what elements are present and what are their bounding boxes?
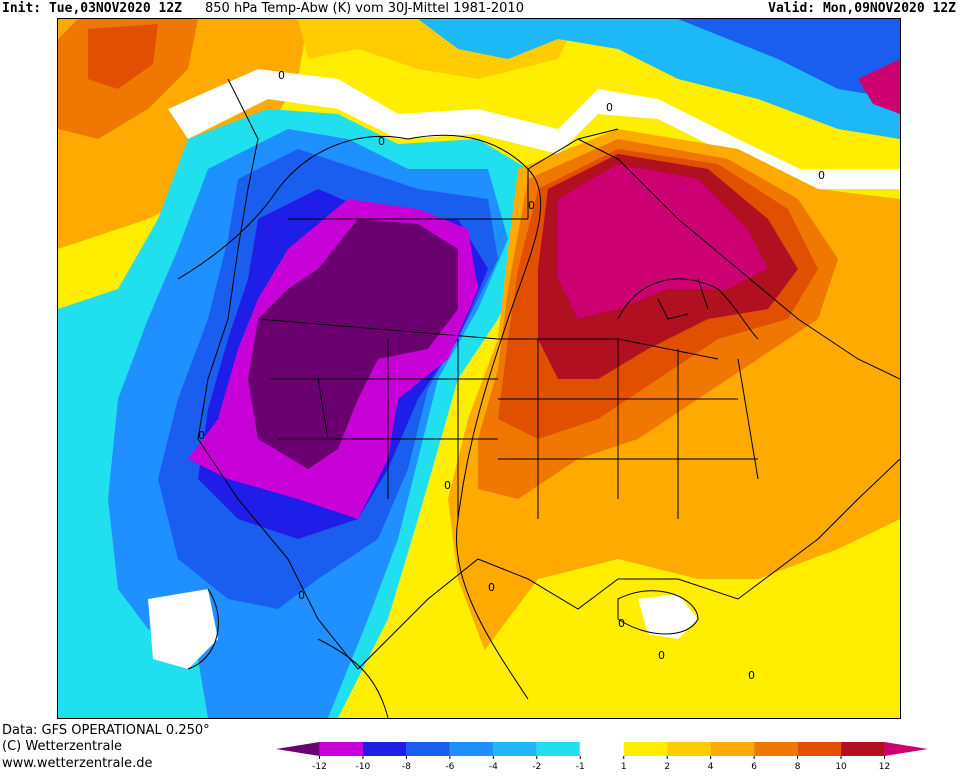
anomaly-field-yellow-south [458, 559, 900, 718]
map-panel: 0 0 0 0 0 0 0 0 0 0 0 0 [57, 18, 901, 719]
legend-swatch [406, 742, 450, 756]
contour-label: 0 [606, 101, 613, 114]
legend-tick-label: -8 [402, 762, 411, 772]
contour-label: 0 [528, 199, 535, 212]
legend-tick-label: 6 [751, 762, 757, 772]
legend-tick-label: 10 [835, 762, 847, 772]
anomaly-field-deepblue-arctic [678, 19, 900, 99]
map-title: 850 hPa Temp-Abw (K) vom 30J-Mittel 1981… [205, 1, 524, 16]
legend-tick-label: -1 [576, 762, 585, 772]
contour-label: 0 [278, 69, 285, 82]
legend-tick-label: 1 [621, 762, 627, 772]
contour-label: 0 [378, 135, 385, 148]
legend-swatch [579, 741, 625, 757]
legend-swatch [449, 742, 494, 756]
contour-label: 0 [298, 589, 305, 602]
map-header: Init: Tue,03NOV2020 12Z 850 hPa Temp-Abw… [0, 0, 960, 18]
legend-swatch [667, 742, 711, 756]
zero-contour-lines [177, 134, 699, 718]
legend-swatch [276, 742, 320, 756]
contour-label: 0 [618, 617, 625, 630]
anomaly-field-deeppurple-west [248, 219, 458, 469]
legend-tick-label: -12 [312, 762, 327, 772]
legend-swatch [319, 742, 363, 756]
legend-swatch [754, 742, 798, 756]
legend-tick-label: -10 [356, 762, 371, 772]
legend-swatch [623, 742, 668, 756]
legend-swatch [841, 742, 885, 756]
legend-swatch [797, 742, 842, 756]
contour-label: 0 [198, 429, 205, 442]
init-time-label: Init: Tue,03NOV2020 12Z [2, 1, 183, 16]
color-legend-swatches [276, 741, 928, 757]
legend-swatch [710, 742, 755, 756]
legend-tick-label: -6 [445, 762, 454, 772]
anomaly-field-neutral-north [168, 69, 900, 189]
data-source-label: Data: GFS OPERATIONAL 0.250° [2, 723, 210, 738]
legend-swatch [362, 742, 407, 756]
anomaly-field-neutral-pacific [148, 589, 218, 669]
legend-tick-label: 4 [708, 762, 714, 772]
legend-swatch [493, 742, 537, 756]
legend-tick-label: -4 [489, 762, 498, 772]
legend-swatch [536, 742, 581, 756]
anomaly-field-neutral-gulf [638, 594, 698, 639]
anomaly-field-magenta-east-core [558, 164, 768, 319]
color-legend: -12 -10 -8 -6 -4 -2 -1 1 2 4 6 8 10 12 [276, 741, 928, 772]
contour-label: 0 [658, 649, 665, 662]
website-label: www.wetterzentrale.de [2, 756, 153, 771]
valid-time-label: Valid: Mon,09NOV2020 12Z [768, 1, 956, 16]
contour-label: 0 [748, 669, 755, 682]
temperature-anomaly-map: 0 0 0 0 0 0 0 0 0 0 0 0 [58, 19, 900, 718]
legend-tick-label: 12 [879, 762, 890, 772]
legend-tick-label: 2 [664, 762, 670, 772]
contour-labels: 0 0 0 0 0 0 0 0 0 0 0 0 [198, 69, 825, 682]
anomaly-field-purple-arctic [858, 59, 900, 114]
legend-tick-label: 8 [795, 762, 801, 772]
legend-swatch [884, 742, 928, 756]
coastlines-and-borders [197, 78, 900, 670]
contour-label: 0 [818, 169, 825, 182]
anomaly-field-red-nw [88, 24, 158, 89]
color-legend-ticks: -12 -10 -8 -6 -4 -2 -1 1 2 4 6 8 10 12 [312, 756, 890, 772]
copyright-label: (C) Wetterzentrale [2, 739, 123, 754]
contour-label: 0 [488, 581, 495, 594]
legend-tick-label: -2 [532, 762, 541, 772]
contour-label: 0 [444, 479, 451, 492]
